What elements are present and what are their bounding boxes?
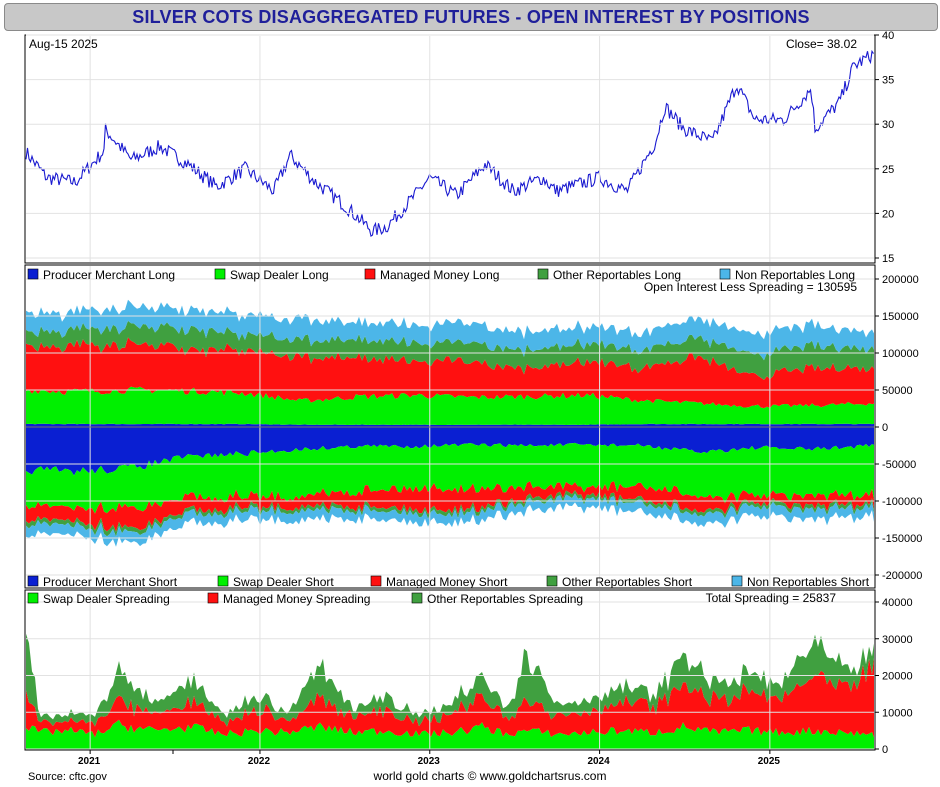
price-tick-label: 35 [882,75,894,87]
price-tick-label: 15 [882,253,894,265]
legend-label-other-reportables-short: Other Reportables Short [562,575,693,589]
legend-swatch-swap-dealer-long [214,268,226,280]
oi-tick-label: 150000 [882,311,919,323]
oi-area-swap-dealer-long [26,386,874,425]
legend-label-non-reportables-short: Non Reportables Short [747,575,870,589]
oi-area-producer-merchant-short [26,427,874,476]
legend-label-managed-money-long: Managed Money Long [380,268,499,282]
x-tick-label: 2023 [418,756,441,767]
oi-tick-label: -100000 [882,496,922,508]
spread-tick-label: 30000 [882,634,913,646]
legend-swatch-swap-dealer-short [217,575,229,587]
oi-tick-label: -200000 [882,570,922,582]
price-tick-label: 30 [882,119,894,131]
legend-swatch-producer-merchant-long [27,268,39,280]
legend-label-managed-money-short: Managed Money Short [386,575,508,589]
oi-area-other-reportables-short [26,490,874,537]
spread-tick-label: 0 [882,744,888,756]
legend-label-swap-dealer-short: Swap Dealer Short [233,575,334,589]
legend-swatch-other-reportables-short [546,575,558,587]
legend-swatch-producer-merchant-short [27,575,39,587]
spread-area-managed-money-spreading [26,657,874,738]
oi-area-non-reportables-long [26,299,874,361]
x-tick-label: 2024 [587,756,610,767]
spread-area-swap-dealer-spreading [26,719,874,749]
oi-tick-label: -50000 [882,459,916,471]
oi-tick-label: 50000 [882,385,913,397]
oi-area-producer-merchant-long [26,423,874,427]
legend-swatch-non-reportables-long [719,268,731,280]
oi-tick-label: -150000 [882,533,922,545]
legend-label-producer-merchant-short: Producer Merchant Short [43,575,178,589]
oi-area-swap-dealer-short [26,442,874,514]
credit-label: world gold charts © www.goldchartsrus.co… [373,769,607,783]
price-close-label: Close= 38.02 [786,37,857,51]
legend-label-non-reportables-long: Non Reportables Long [735,268,855,282]
price-panel-frame [24,34,876,264]
legend-swatch-non-reportables-short [731,575,743,587]
spread-area-other-reportables-spreading [26,633,874,727]
spread-annotation: Total Spreading = 25837 [706,591,837,605]
spread-tick-label: 40000 [882,597,913,609]
oi-area-other-reportables-long [26,320,874,380]
legend-label-swap-dealer-spreading: Swap Dealer Spreading [43,592,170,606]
title-bar: SILVER COTS DISAGGREGATED FUTURES - OPEN… [4,3,938,31]
legend-swatch-swap-dealer-spreading [27,592,39,604]
oi-annotation: Open Interest Less Spreading = 130595 [644,280,857,294]
legend-swatch-managed-money-short [370,575,382,587]
legend-label-swap-dealer-long: Swap Dealer Long [230,268,329,282]
legend-label-other-reportables-long: Other Reportables Long [553,268,681,282]
legend-swatch-other-reportables-long [537,268,549,280]
legend-label-managed-money-spreading: Managed Money Spreading [223,592,370,606]
price-tick-label: 25 [882,164,894,176]
source-label: Source: cftc.gov [28,771,107,783]
oi-tick-label: 200000 [882,274,919,286]
legend-swatch-managed-money-spreading [207,592,219,604]
spread-tick-label: 20000 [882,671,913,683]
price-date-label: Aug-15 2025 [29,37,98,51]
oi-tick-label: 100000 [882,348,919,360]
spread-tick-label: 10000 [882,707,913,719]
x-tick-label: 2025 [758,756,781,767]
x-tick-label: 2022 [248,756,271,767]
price-tick-label: 20 [882,208,894,220]
price-tick-label: 40 [882,30,894,42]
legend-swatch-managed-money-long [364,268,376,280]
legend-label-other-reportables-spreading: Other Reportables Spreading [427,592,583,606]
oi-area-managed-money-short [26,481,874,532]
x-tick-label: 2021 [78,756,101,767]
chart-title: SILVER COTS DISAGGREGATED FUTURES - OPEN… [132,7,810,27]
legend-label-producer-merchant-long: Producer Merchant Long [43,268,175,282]
price-line [25,49,874,237]
oi-tick-label: 0 [882,422,888,434]
oi-area-non-reportables-short [26,493,874,547]
legend-swatch-other-reportables-spreading [411,592,423,604]
